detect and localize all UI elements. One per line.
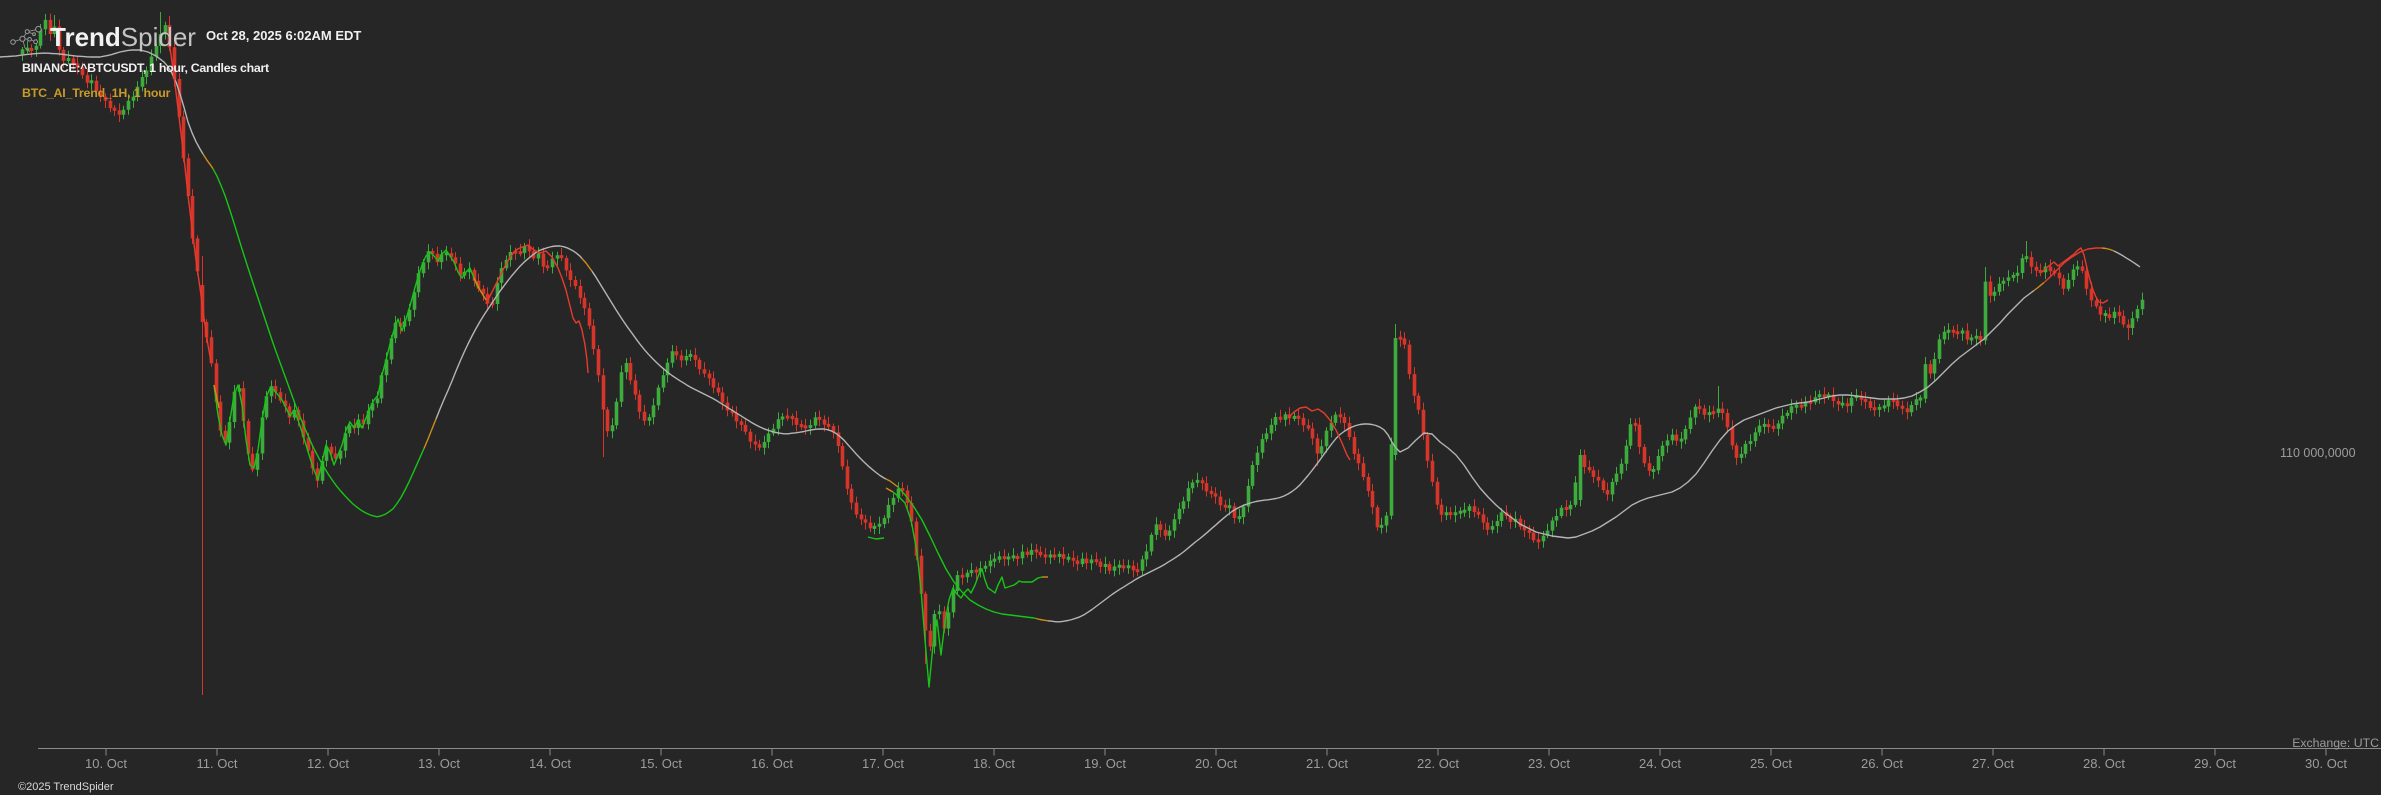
svg-text:BINANCE:^BTCUSDT, 1 hour, Cand: BINANCE:^BTCUSDT, 1 hour, Candles chart [22, 61, 269, 75]
svg-text:28. Oct: 28. Oct [2083, 756, 2125, 771]
svg-text:14. Oct: 14. Oct [529, 756, 571, 771]
svg-text:20. Oct: 20. Oct [1195, 756, 1237, 771]
svg-text:Oct 28, 2025 6:02AM EDT: Oct 28, 2025 6:02AM EDT [206, 28, 361, 43]
svg-text:15. Oct: 15. Oct [640, 756, 682, 771]
svg-text:16. Oct: 16. Oct [751, 756, 793, 771]
svg-text:110 000,0000: 110 000,0000 [2280, 446, 2356, 460]
svg-text:13. Oct: 13. Oct [418, 756, 460, 771]
svg-text:29. Oct: 29. Oct [2194, 756, 2236, 771]
svg-text:27. Oct: 27. Oct [1972, 756, 2014, 771]
svg-text:17. Oct: 17. Oct [862, 756, 904, 771]
svg-text:TrendSpider: TrendSpider [50, 22, 196, 52]
svg-text:18. Oct: 18. Oct [973, 756, 1015, 771]
svg-text:24. Oct: 24. Oct [1639, 756, 1681, 771]
svg-text:26. Oct: 26. Oct [1861, 756, 1903, 771]
svg-text:©2025 TrendSpider: ©2025 TrendSpider [18, 781, 114, 793]
svg-text:22. Oct: 22. Oct [1417, 756, 1459, 771]
svg-text:30. Oct: 30. Oct [2305, 756, 2347, 771]
svg-text:11. Oct: 11. Oct [197, 756, 238, 771]
svg-text:23. Oct: 23. Oct [1528, 756, 1570, 771]
svg-text:12. Oct: 12. Oct [307, 756, 349, 771]
svg-text:21. Oct: 21. Oct [1306, 756, 1348, 771]
svg-text:25. Oct: 25. Oct [1750, 756, 1792, 771]
svg-text:BTC_AI_Trend_1H, 1 hour: BTC_AI_Trend_1H, 1 hour [22, 86, 171, 100]
svg-text:19. Oct: 19. Oct [1084, 756, 1126, 771]
svg-text:Exchange: UTC: Exchange: UTC [2292, 736, 2379, 750]
svg-text:10. Oct: 10. Oct [85, 756, 127, 771]
